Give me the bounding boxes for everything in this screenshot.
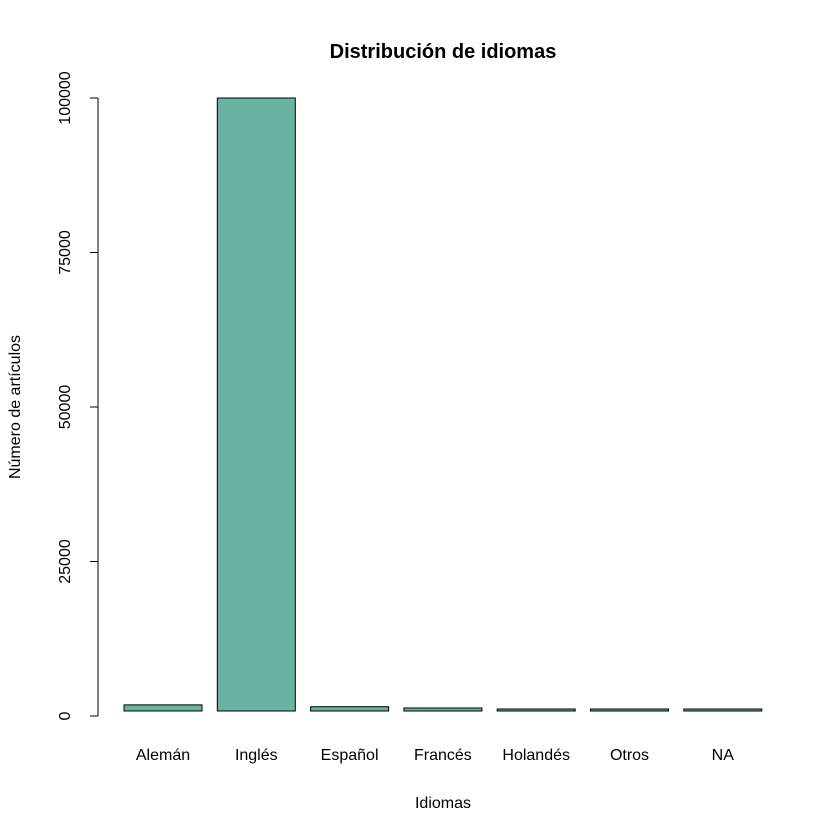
bar-5 (590, 708, 669, 712)
y-ticks: 0 25000 50000 75000 100000 (57, 71, 98, 720)
y-tick-label: 25000 (57, 539, 74, 584)
bar-0 (123, 704, 203, 712)
x-category-label: Francés (414, 747, 472, 764)
y-axis-title: Número de artículos (7, 335, 24, 479)
bar-6 (683, 708, 763, 712)
y-tick-label: 50000 (57, 385, 74, 430)
x-category-label: Alemán (136, 747, 190, 764)
bar-3 (403, 707, 483, 712)
y-tick-label: 100000 (57, 71, 74, 124)
bars (123, 97, 763, 712)
x-axis-title: Idiomas (415, 795, 471, 812)
x-category-label: Español (321, 747, 379, 764)
x-category-label: Holandés (502, 747, 570, 764)
x-category-label: Inglés (235, 747, 278, 764)
y-tick-label: 0 (57, 711, 74, 720)
x-category-label: Otros (610, 747, 649, 764)
bar-2 (310, 706, 390, 712)
category-labels: Alemán Inglés Español Francés Holandés Otros N… (136, 747, 734, 764)
x-category-label: NA (712, 747, 735, 764)
y-tick-label: 75000 (57, 230, 74, 275)
bar-1 (216, 97, 296, 712)
chart-title: Distribución de idiomas (330, 41, 557, 63)
bar-4 (496, 708, 576, 712)
